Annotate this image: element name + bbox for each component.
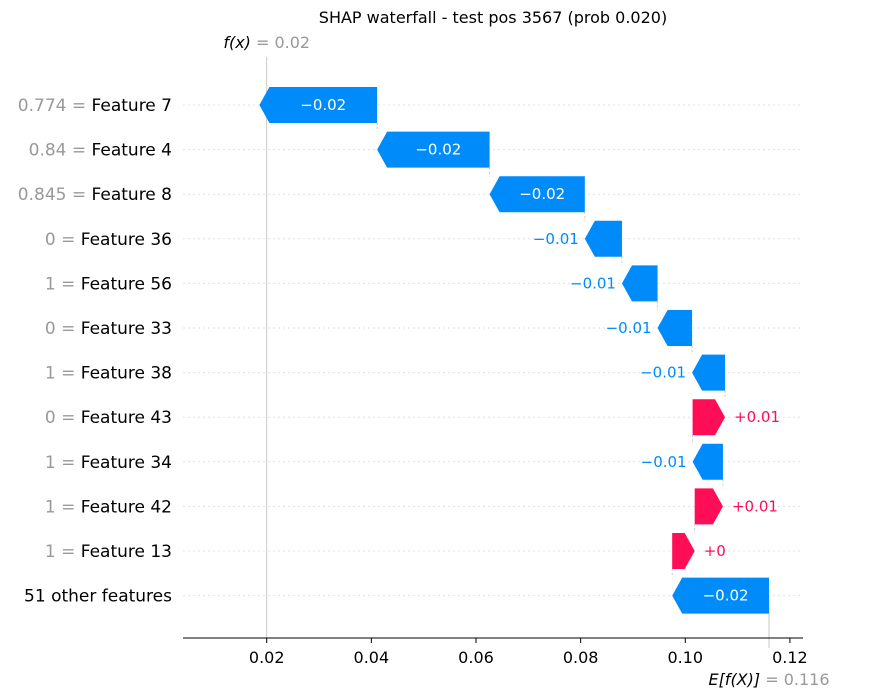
feature-label: 1 = Feature 56 [45,274,172,294]
feature-label: 0 = Feature 43 [45,408,172,428]
x-tick-label: 0.02 [249,648,285,667]
x-axis: 0.02 0.04 0.06 0.08 0.10 0.12 [183,637,808,667]
feature-label: 1 = Feature 34 [45,453,172,473]
bar-value-label: +0.01 [732,497,778,515]
bar-value-label: −0.02 [415,141,461,159]
feature-label: 0.84 = Feature 4 [29,141,172,161]
bar-feature-38 [692,354,726,391]
x-tick-label: 0.12 [772,648,808,667]
feature-label: 0 = Feature 36 [45,230,172,250]
feature-label: 1 = Feature 42 [45,497,172,517]
bar-value-label: −0.01 [533,230,579,248]
bar-value-label: −0.02 [703,587,749,605]
feature-label: 0.845 = Feature 8 [18,185,172,205]
bar-feature-34 [692,443,723,480]
bar-feature-56 [621,265,658,302]
bar-value-label: +0 [704,542,726,560]
x-tick-label: 0.08 [563,648,599,667]
bar-value-label: −0.01 [606,319,652,337]
bar-feature-33 [657,310,693,346]
bars: −0.02 −0.02 −0.02 −0.01 −0.01 −0.01 −0.01 +0.01… [259,87,780,614]
bar-feature-13 [672,533,695,569]
bar-51-other-features [672,577,769,614]
bar-feature-7 [259,87,378,123]
feature-label: 1 = Feature 13 [45,542,172,562]
bar-feature-42 [694,488,723,525]
feature-label: 0.774 = Feature 7 [18,96,172,116]
x-tick-label: 0.04 [354,648,390,667]
bar-value-label: +0.01 [734,408,780,426]
bar-value-label: −0.01 [641,453,687,471]
bar-feature-36 [584,220,622,257]
bar-value-label: −0.02 [519,185,565,203]
x-tick-label: 0.10 [667,648,703,667]
bar-feature-4 [377,131,490,168]
bar-feature-8 [489,176,585,213]
bar-value-label: −0.01 [570,274,616,292]
chart-title: SHAP waterfall - test pos 3567 (prob 0.0… [319,8,667,27]
feature-label: 51 other features [24,587,172,607]
expected-value-annotation: E[f(X)] = 0.116 [708,670,829,689]
bar-value-label: −0.01 [640,364,686,382]
x-tick-label: 0.06 [458,648,494,667]
value-guides [266,57,770,648]
fx-annotation: f(x) = 0.02 [223,33,310,52]
bar-value-label: −0.02 [300,96,346,114]
expected-value-annotations: f(x) = 0.02 E[f(X)] = 0.116 [223,33,829,689]
feature-label: 0 = Feature 33 [45,319,172,339]
feature-labels: 0.774 = Feature 7 0.84 = Feature 4 0.845 =… [18,96,172,607]
feature-label: 1 = Feature 38 [45,364,172,384]
bar-feature-43 [692,399,726,436]
